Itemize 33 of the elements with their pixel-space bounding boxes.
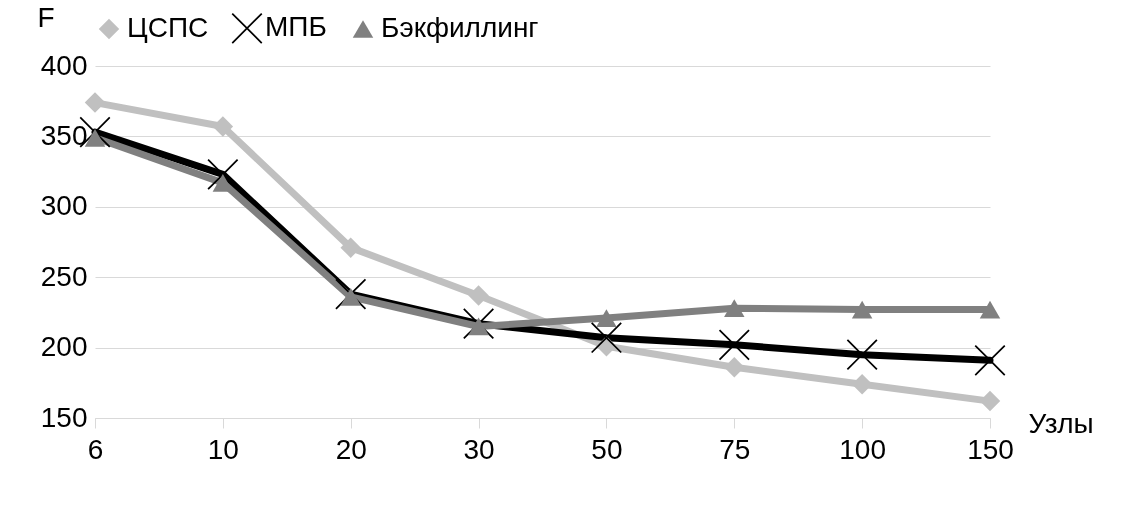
point — [724, 357, 745, 378]
y-tick-label: 200 — [40, 331, 88, 363]
x-tick-label: 75 — [719, 433, 751, 465]
point — [979, 300, 1001, 319]
y-tick-label: 350 — [40, 119, 88, 151]
y-axis-title: F — [37, 1, 55, 33]
x-tick-label: 100 — [839, 433, 886, 465]
point — [979, 390, 1001, 412]
point — [596, 309, 617, 327]
point — [851, 300, 873, 319]
y-tick-label: 300 — [40, 190, 88, 222]
legend-label: ЦСПС — [127, 12, 209, 43]
point — [591, 322, 622, 354]
legend-label: МПБ — [265, 11, 327, 43]
y-tick-label: 150 — [40, 401, 88, 433]
x-tick-label: 30 — [463, 433, 495, 465]
point — [851, 373, 873, 395]
x-tick-label: 10 — [207, 433, 239, 465]
legend-label: Бэкфиллинг — [381, 12, 539, 43]
x-tick-label: 50 — [591, 433, 623, 465]
x-tick-label: 150 — [967, 433, 1014, 465]
x-axis-title: Узлы — [1028, 407, 1094, 439]
point — [846, 339, 878, 371]
point — [212, 116, 234, 137]
point — [724, 299, 745, 318]
point — [340, 237, 361, 258]
x-tick-label: 6 — [87, 433, 104, 465]
y-tick-label: 250 — [40, 260, 88, 292]
point — [718, 329, 750, 361]
point — [84, 92, 106, 113]
point — [468, 285, 489, 306]
y-tick-label: 400 — [40, 49, 88, 81]
x-tick-label: 20 — [335, 433, 367, 465]
